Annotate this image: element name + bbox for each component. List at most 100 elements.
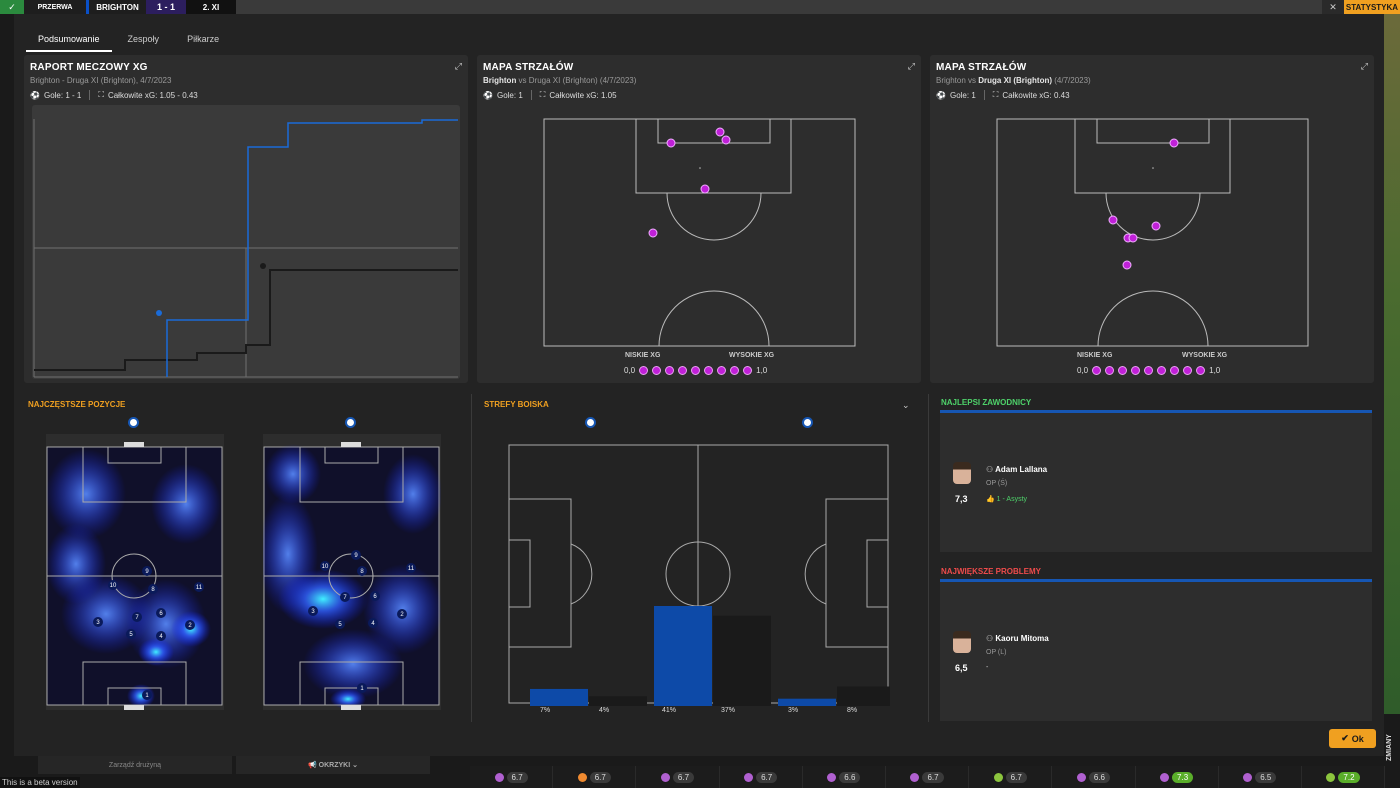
xg-text: Całkowite xG: 1.05: [549, 90, 617, 100]
positions-title: NAJCZĘSTSZE POZYCJE: [28, 400, 126, 409]
expand-icon[interactable]: ⤢: [907, 61, 915, 71]
ok-label: Ok: [1351, 733, 1364, 744]
substitutions-tab[interactable]: ZMIANY: [1386, 734, 1393, 762]
svg-text:5: 5: [129, 632, 133, 638]
goals-text: Gole: 1: [496, 90, 523, 100]
svg-text:4: 4: [371, 621, 375, 627]
tab-summary[interactable]: Podsumowanie: [26, 30, 112, 52]
zone-bar-home: [654, 606, 712, 706]
tab-bar: Podsumowanie Zespoły Piłkarze: [26, 30, 231, 52]
xg-scale-max: 1,0: [756, 366, 768, 375]
card-title: MAPA STRZAŁÓW: [936, 62, 1027, 73]
svg-text:5: 5: [338, 622, 342, 628]
player-position: OP (L): [986, 649, 1007, 656]
zones-title: STREFY BOISKA: [484, 400, 549, 409]
team-rest: vs Druga XI (Brighton) (4/7/2023): [516, 76, 637, 85]
rating-value: 6.7: [672, 771, 695, 783]
zones-chart: [508, 444, 890, 706]
divider: [928, 394, 929, 722]
rating-cell[interactable]: 7.2: [1302, 766, 1386, 788]
zone-label: 37%: [721, 707, 736, 714]
card-subtitle: Brighton vs Druga XI (Brighton) (4/7/202…: [483, 76, 636, 85]
xg-low-label: NISKIE XG: [1077, 352, 1113, 359]
card-title: RAPORT MECZOWY XG: [30, 62, 148, 73]
svg-text:3: 3: [311, 609, 315, 615]
xg-low-label: NISKIE XG: [625, 352, 661, 359]
shouts-button[interactable]: 📢 OKRZYKI ⌄: [236, 756, 430, 774]
svg-text:9: 9: [145, 569, 149, 575]
shot-map-pitch: [996, 118, 1309, 347]
player-avatar: [953, 631, 971, 653]
rating-value: 6.7: [589, 771, 611, 783]
problem-player-card[interactable]: ⚇ Kaoru Mitoma OP (L) 6,5 -: [940, 579, 1372, 721]
match-summary-modal: Podsumowanie Zespoły Piłkarze RAPORT MEC…: [14, 14, 1384, 756]
rating-cell[interactable]: 6.7: [886, 766, 970, 788]
heatmap-home: 9 10 8 11 3 7 6 2 5 4 1: [46, 434, 224, 710]
rating-cell[interactable]: 6.6: [1052, 766, 1136, 788]
rating-cell[interactable]: 7.3: [1136, 766, 1219, 788]
ball-icon: ⚽: [936, 90, 946, 100]
xg-scale: 0,0 1,0: [624, 366, 767, 375]
chevron-down-icon[interactable]: ⌄: [902, 400, 910, 410]
home-goal-marker: [260, 263, 266, 269]
mood-icon: [1160, 772, 1170, 782]
thumbs-up-icon: 👍: [986, 496, 997, 503]
shot-marker: [666, 138, 676, 148]
card-title: MAPA STRZAŁÓW: [483, 62, 574, 73]
date: (4/7/2023): [1052, 76, 1091, 85]
rating-cell[interactable]: 6.7: [720, 766, 803, 788]
manage-team-button[interactable]: Zarządź drużyną: [38, 756, 232, 774]
mood-icon: [1076, 772, 1086, 782]
close-icon[interactable]: ✕: [1322, 0, 1344, 14]
zone-bar-away: [589, 696, 647, 706]
away-team: 2. XI: [186, 0, 236, 14]
shot-map-home-card: MAPA STRZAŁÓW Brighton vs Druga XI (Brig…: [477, 55, 921, 383]
separator: [89, 90, 91, 100]
rating-cell[interactable]: 6.7: [553, 766, 637, 788]
rating-value: 6.7: [922, 771, 944, 783]
statistics-button[interactable]: STATYSTYKA: [1344, 0, 1400, 14]
svg-text:2: 2: [188, 623, 192, 629]
tab-players[interactable]: Piłkarze: [187, 34, 220, 44]
xg-high-label: WYSOKIE XG: [1182, 352, 1228, 359]
xg-scale-max: 1,0: [1209, 366, 1221, 375]
expand-icon[interactable]: ⤢: [1360, 61, 1368, 71]
mood-icon: [993, 772, 1003, 782]
problems-title: NAJWIĘKSZE PROBLEMY: [941, 567, 1042, 576]
mood-icon: [827, 772, 837, 782]
svg-text:1: 1: [360, 686, 364, 692]
mood-icon: [744, 772, 754, 782]
rating-value: 7.2: [1338, 771, 1360, 783]
zone-label: 8%: [847, 707, 858, 714]
player-ratings-bar: 6.7 6.7 6.7 6.7 6.6 6.7 6.7 6.6 7.3 6.5 …: [470, 766, 1386, 788]
zone-label: 3%: [788, 707, 799, 714]
shot-marker: [1169, 138, 1179, 148]
team-bold: Brighton: [483, 76, 517, 85]
expand-icon[interactable]: ⤢: [454, 61, 462, 71]
player-avatar: [953, 462, 971, 484]
zone-label: 41%: [662, 707, 677, 714]
rating-cell[interactable]: 6.5: [1219, 766, 1302, 788]
svg-text:1: 1: [145, 693, 149, 699]
svg-text:11: 11: [196, 585, 203, 591]
zone-bar-home: [778, 698, 836, 706]
rating-cell[interactable]: 6.6: [803, 766, 886, 788]
competition-logo-icon: ✓: [0, 0, 24, 14]
team-color-bar: [940, 410, 1372, 413]
tab-teams[interactable]: Zespoły: [127, 34, 160, 44]
ok-button[interactable]: ✔ Ok: [1329, 729, 1376, 748]
xg-scale-min: 0,0: [1077, 366, 1089, 375]
goal-net-icon: ⛶: [98, 90, 104, 99]
rating-cell[interactable]: 6.7: [636, 766, 720, 788]
rating-cell[interactable]: 6.7: [969, 766, 1053, 788]
rating-cell[interactable]: 6.7: [470, 766, 554, 788]
goal-net-icon: ⛶: [992, 90, 999, 99]
best-player-card[interactable]: ⚇ Adam Lallana OP (Ś) 7,3 👍 1 - Asysty: [940, 410, 1372, 552]
shot-marker: [1122, 260, 1132, 270]
zone-label: 4%: [599, 707, 610, 714]
svg-text:4: 4: [159, 634, 163, 640]
card-stats: ⚽ Gole: 1 ⛶ Całkowite xG: 0.43: [936, 90, 1070, 100]
person-icon: ⚇: [986, 465, 996, 474]
player-rating: 7,3: [955, 494, 968, 504]
best-players-title: NAJLEPSI ZAWODNICY: [941, 398, 1032, 407]
